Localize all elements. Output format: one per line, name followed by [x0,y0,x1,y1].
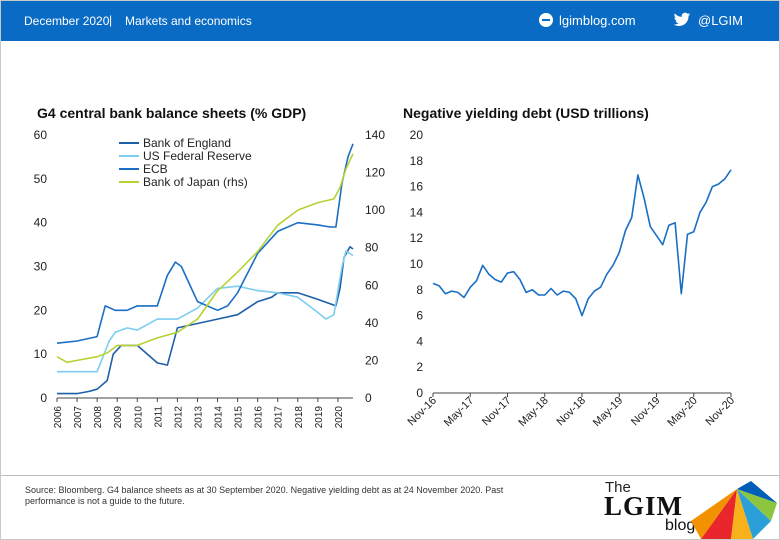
y-tick-label: 12 [410,231,424,245]
x-tick-label: 2013 [193,406,204,429]
x-tick-label: Nov-19 [629,395,663,429]
x-tick-label: May-19 [591,395,625,429]
globe-icon [539,13,553,27]
x-tick-label: 2008 [93,406,104,429]
x-tick-label: 2011 [153,406,164,428]
y-tick-label: 20 [410,128,424,142]
y-left-tick-label: 0 [40,391,47,405]
y-left-tick-label: 30 [34,260,48,274]
logo-main: LGIM [604,491,684,521]
y-right-tick-label: 80 [365,241,379,255]
x-tick-label: Nov-20 [704,395,738,429]
x-tick-label: May-18 [516,395,550,429]
y-right-tick-label: 100 [365,203,385,217]
x-tick-label: 2010 [133,406,144,429]
chart-left: 0 10 20 30 40 50 60 0 20 40 60 80 100 120 140 2006 2007 2… [34,128,386,429]
x-tick-label: 2014 [214,406,225,429]
y-right-tick-label: 40 [365,316,379,330]
x-tick-label: 2012 [173,406,184,429]
y-left-tick-label: 20 [34,303,48,317]
x-tick-label: 2009 [113,406,124,429]
y-tick-label: 14 [410,205,424,219]
chart-right-title: Negative yielding debt (USD trillions) [403,105,649,121]
legend-label: Bank of Japan (rhs) [143,175,248,189]
x-tick-label: 2020 [334,406,345,429]
legend-label: Bank of England [143,136,231,150]
x-tick-label: 2015 [234,406,245,429]
x-tick-label: 2018 [294,406,305,429]
x-tick-label: 2006 [53,406,64,429]
y-right-tick-label: 0 [365,391,372,405]
y-right-tick-label: 120 [365,166,385,180]
y-tick-label: 18 [410,154,424,168]
x-tick-label: 2007 [73,406,84,429]
footnote: Source: Bloomberg. G4 balance sheets as … [25,485,504,506]
header-date: December 2020 [24,14,110,28]
site-link[interactable]: lgimblog.com [559,13,636,28]
y-tick-label: 6 [416,309,423,323]
series-line [432,169,732,317]
x-tick-label: May-17 [442,395,476,429]
y-left-tick-label: 60 [34,128,48,142]
header-bar: December 2020 | Markets and economics lg… [1,1,779,41]
y-tick-label: 10 [410,257,424,271]
series-line [57,250,354,373]
logo-the: The [605,479,631,496]
x-tick-label: 2016 [254,406,265,429]
y-left-tick-label: 10 [34,347,48,361]
header-separator: | [109,13,113,27]
y-tick-label: 2 [416,360,423,374]
logo-blog: blog [665,517,696,534]
y-tick-label: 8 [416,283,423,297]
umbrella-logo-icon [691,481,777,539]
y-tick-label: 0 [416,386,423,400]
y-tick-label: 16 [410,180,424,194]
y-left-tick-label: 50 [34,172,48,186]
y-right-tick-label: 140 [365,128,385,142]
series-line [56,143,354,344]
twitter-bird-icon [673,12,691,27]
series-line [56,153,354,364]
x-tick-label: 2019 [314,406,325,429]
y-right-tick-label: 20 [365,353,379,367]
x-tick-label: Nov-18 [555,395,589,429]
chart-left-title: G4 central bank balance sheets (% GDP) [37,105,307,121]
header-topic[interactable]: Markets and economics [125,14,252,28]
x-tick-label: Nov-17 [480,395,514,429]
y-left-tick-label: 40 [34,216,48,230]
footer-rule [1,475,779,476]
y-right-tick-label: 60 [365,278,379,292]
footer: Source: Bloomberg. G4 balance sheets as … [1,475,779,539]
legend-label: ECB [143,162,168,176]
x-tick-label: May-20 [665,395,699,429]
twitter-handle-link[interactable]: @LGIM [698,13,743,28]
x-tick-label: 2017 [274,406,285,429]
legend-label: US Federal Reserve [143,149,252,163]
y-tick-label: 4 [416,334,423,348]
